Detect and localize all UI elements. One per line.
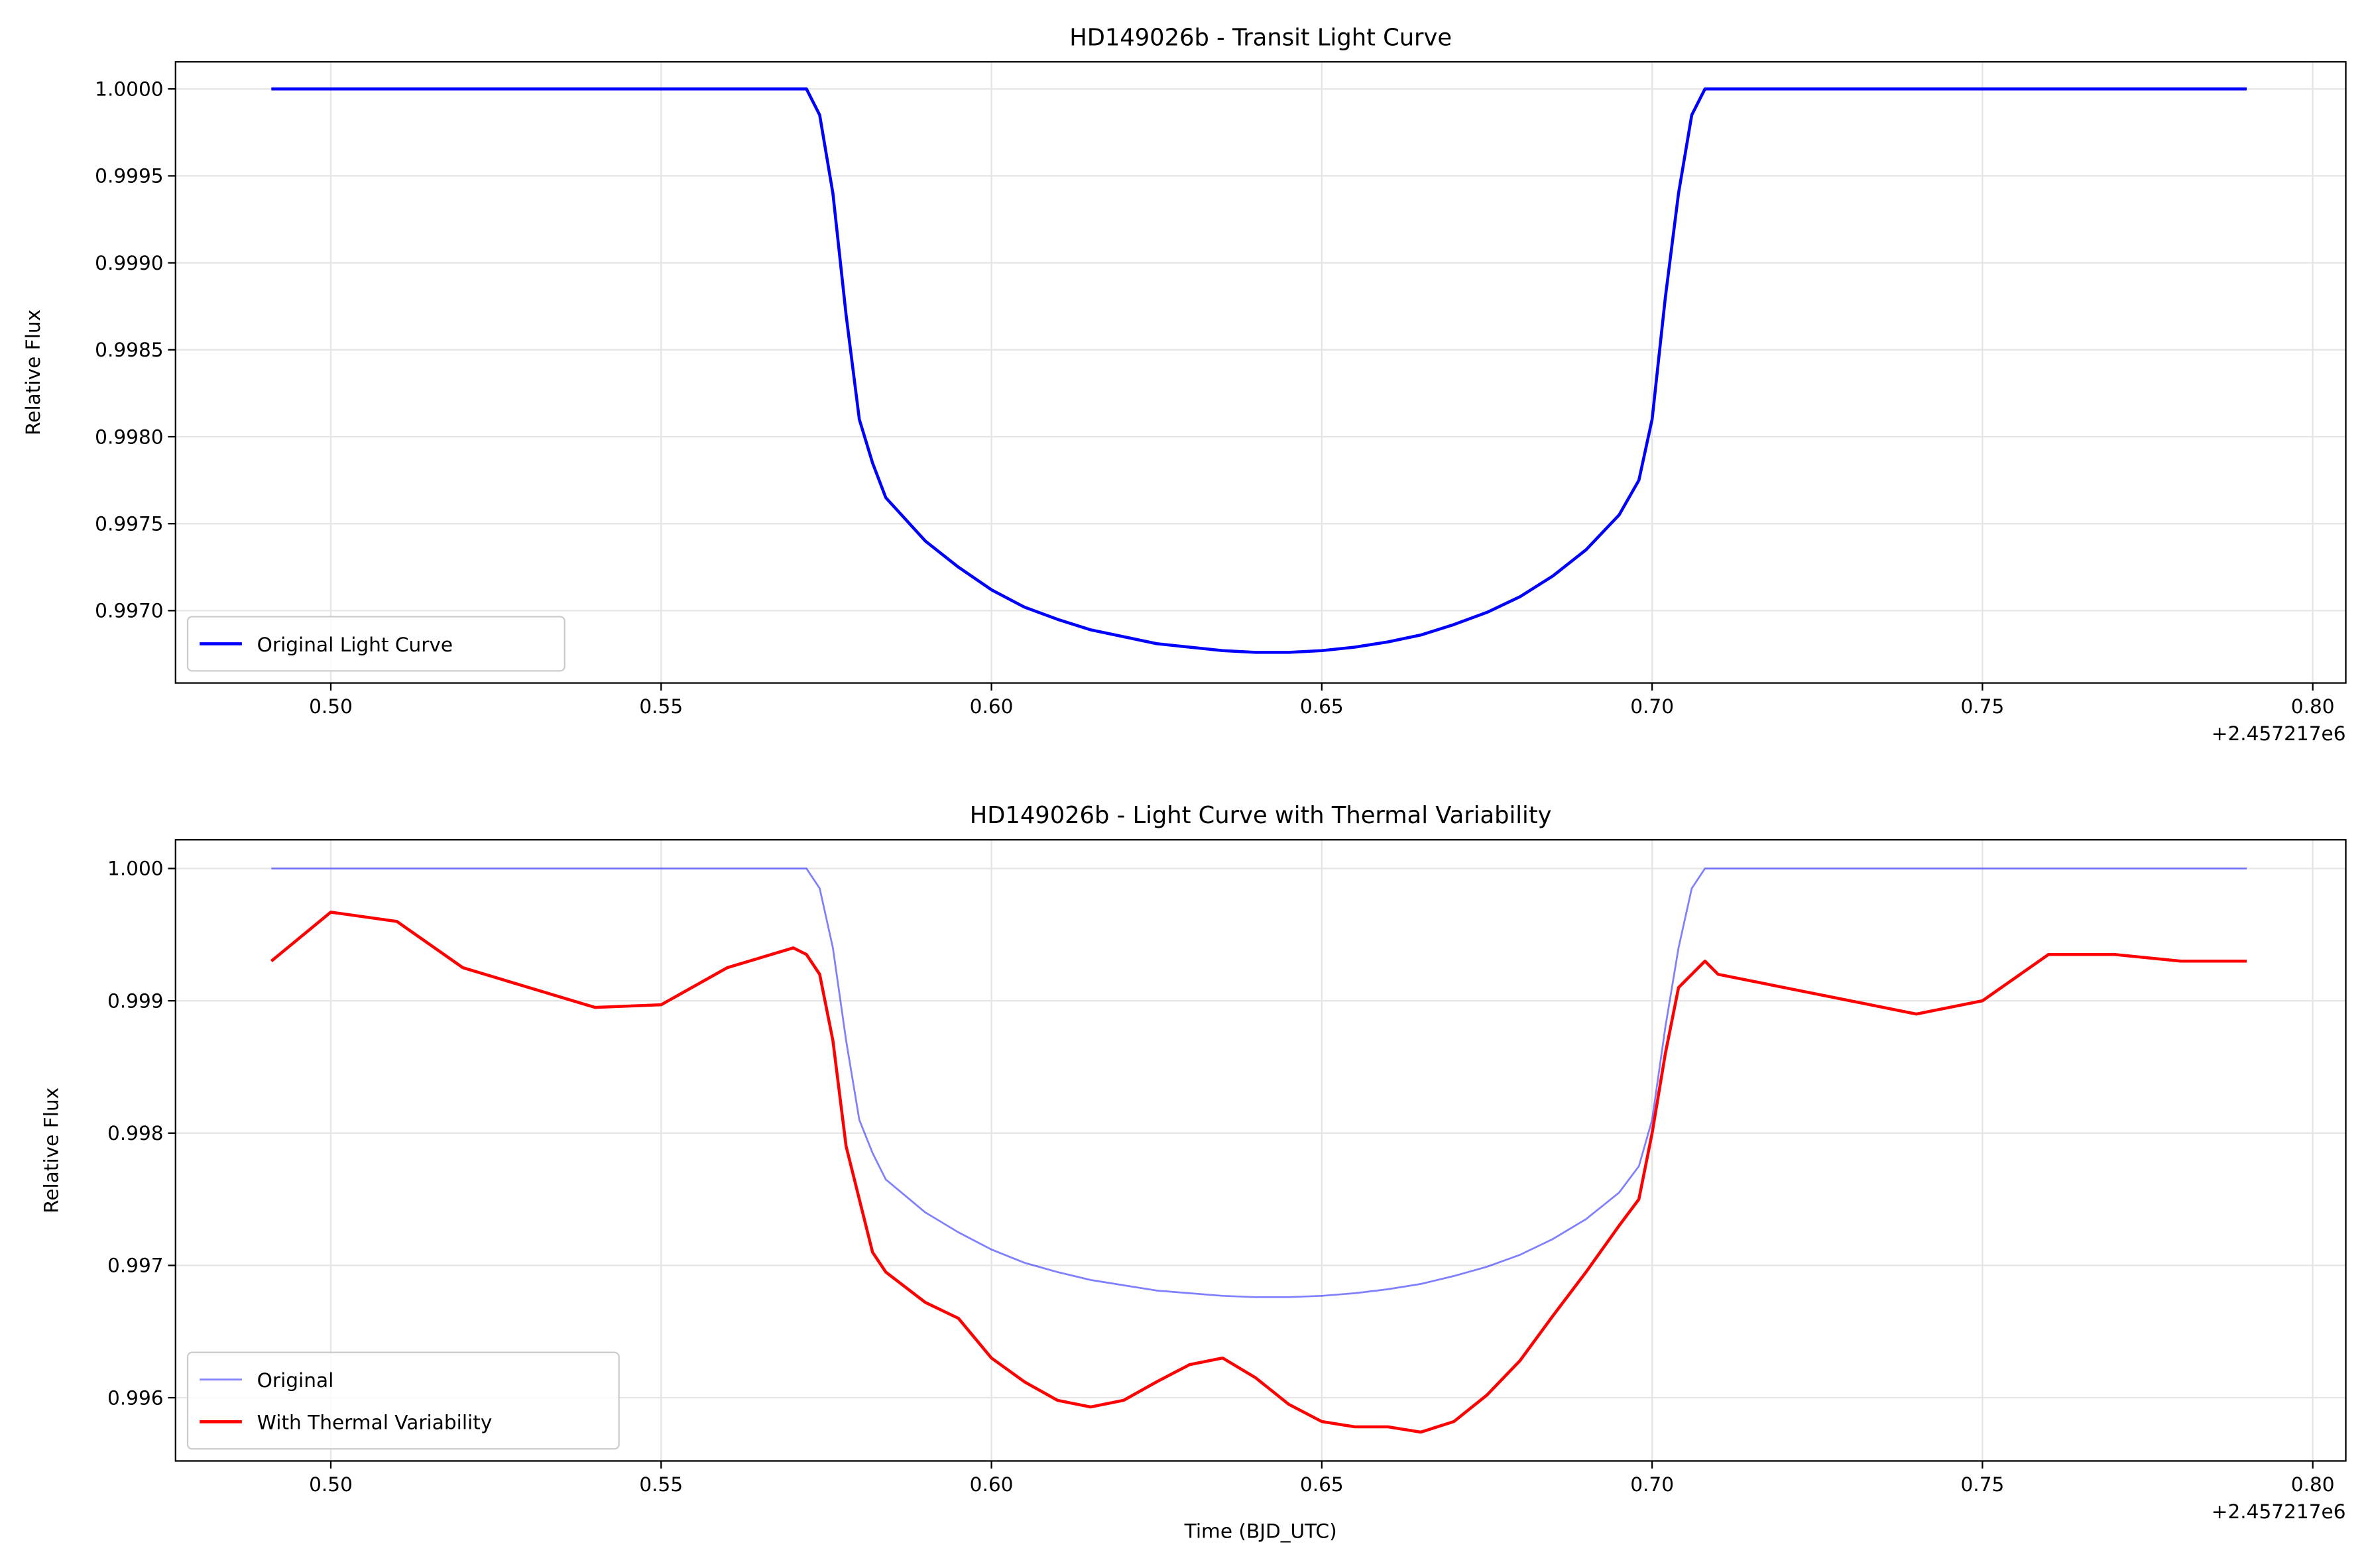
x-tick-label: 0.75	[1960, 695, 2004, 718]
legend-box	[186, 616, 565, 672]
line-series	[270, 911, 2247, 1434]
y-axis-label: Relative Flux	[40, 1088, 62, 1213]
y-tick-label: 0.9975	[95, 512, 163, 535]
x-tick-label: 0.80	[2291, 695, 2335, 718]
x-tick-label: 0.60	[970, 695, 1014, 718]
x-tick-label: 0.75	[1960, 1473, 2004, 1496]
x-tick-label: 0.55	[639, 1473, 683, 1496]
x-tick-label: 0.80	[2291, 1473, 2335, 1496]
x-axis-label: Time (BJD_UTC)	[1184, 1520, 1337, 1543]
x-tick-label: 0.65	[1300, 1473, 1344, 1496]
y-tick-label: 0.999	[107, 989, 164, 1012]
x-tick-label: 0.70	[1630, 695, 1674, 718]
legend-label: With Thermal Variability	[257, 1412, 493, 1434]
x-tick-label: 0.70	[1630, 1473, 1674, 1496]
y-axis-label: Relative Flux	[22, 309, 44, 435]
x-offset-label: +2.457217e6	[2212, 722, 2346, 745]
x-tick-label: 0.55	[639, 695, 683, 718]
axes-frame	[174, 61, 2347, 684]
x-tick-label: 0.65	[1300, 695, 1344, 718]
y-tick-label: 0.998	[107, 1122, 164, 1145]
chart-title: HD149026b - Transit Light Curve	[1069, 24, 1452, 51]
y-tick-label: 0.9970	[95, 600, 163, 622]
x-tick-label: 0.60	[970, 1473, 1014, 1496]
x-tick-label: 0.50	[309, 695, 353, 718]
legend-box	[186, 1351, 620, 1450]
axes-frame	[174, 839, 2347, 1462]
line-series	[271, 87, 2247, 654]
y-tick-label: 0.997	[107, 1255, 164, 1277]
x-tick-label: 0.50	[309, 1473, 353, 1496]
legend-label: Original	[257, 1369, 334, 1392]
y-tick-label: 0.9990	[95, 252, 163, 274]
y-tick-label: 1.0000	[95, 78, 163, 100]
y-tick-label: 0.9985	[95, 339, 163, 361]
legend-label: Original Light Curve	[257, 634, 453, 656]
y-tick-label: 0.996	[107, 1386, 164, 1409]
y-tick-label: 1.000	[107, 858, 164, 880]
y-tick-label: 0.9980	[95, 425, 163, 448]
y-tick-label: 0.9995	[95, 165, 163, 188]
chart-title: HD149026b - Light Curve with Thermal Var…	[970, 802, 1552, 829]
x-offset-label: +2.457217e6	[2212, 1500, 2346, 1523]
line-series	[271, 868, 2247, 1298]
